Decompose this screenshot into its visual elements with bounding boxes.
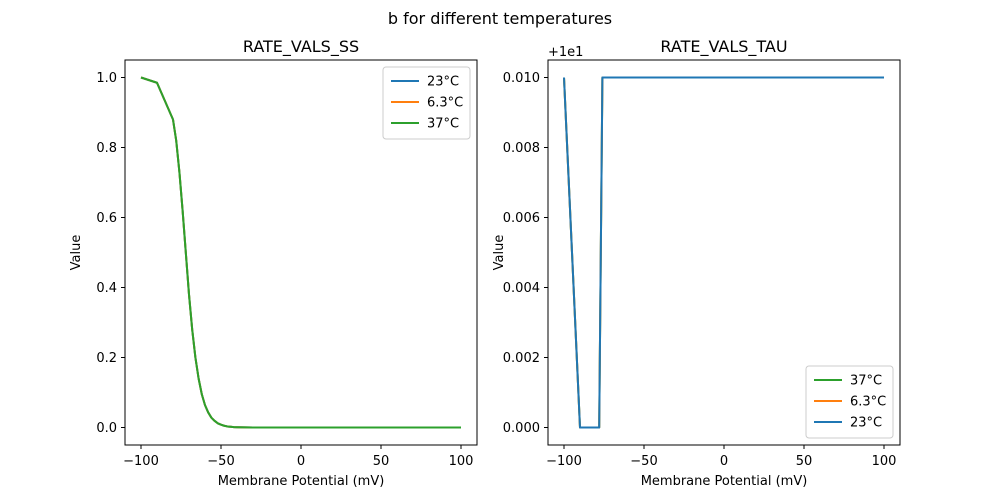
legend-entry-label: 6.3°C xyxy=(427,96,463,111)
y-offset-label: +1e1 xyxy=(548,45,583,60)
y-tick-label: 0.010 xyxy=(503,71,540,86)
x-tick-label: −100 xyxy=(546,454,582,469)
legend: 23°C 6.3°C 37°C xyxy=(382,66,471,140)
x-tick-label: 0 xyxy=(297,454,305,469)
subplot-rate-vals-ss: RATE_VALS_SS −100 −50 0 50 100 0.0 0.2 0.4 0.6 0.8… xyxy=(69,37,478,489)
legend-entry-label: 37°C xyxy=(850,374,882,389)
y-tick-label: 0.008 xyxy=(503,141,540,156)
subplot-title: RATE_VALS_SS xyxy=(243,37,359,57)
series-line-23C xyxy=(563,76,884,429)
series-line-37C xyxy=(140,76,461,429)
subplot-title: RATE_VALS_TAU xyxy=(660,37,787,57)
y-tick-label: 0.002 xyxy=(503,351,540,366)
y-axis-label: Value xyxy=(69,235,84,271)
legend-box xyxy=(382,66,471,140)
legend-entry-label: 23°C xyxy=(850,416,882,431)
x-tick-label: −50 xyxy=(207,454,234,469)
x-tick-label: 100 xyxy=(449,454,474,469)
x-tick-label: 50 xyxy=(796,454,813,469)
y-tick-label: 0.006 xyxy=(503,211,540,226)
y-tick-label: 0.4 xyxy=(96,281,117,296)
legend-entry-label: 37°C xyxy=(427,117,459,132)
x-tick-label: 0 xyxy=(720,454,728,469)
legend-entry-label: 6.3°C xyxy=(850,395,886,410)
y-axis-label: Value xyxy=(492,235,507,271)
y-tick-label: 0.004 xyxy=(503,281,540,296)
legend-box xyxy=(805,365,894,439)
x-tick-label: −50 xyxy=(630,454,657,469)
x-axis-label: Membrane Potential (mV) xyxy=(641,474,808,489)
x-axis-label: Membrane Potential (mV) xyxy=(218,474,385,489)
y-tick-label: 0.0 xyxy=(96,421,117,436)
subplot-rate-vals-tau: RATE_VALS_TAU −100 −50 0 50 100 0.000 0.002 0.00… xyxy=(492,37,901,489)
y-tick-label: 1.0 xyxy=(96,71,117,86)
y-tick-label: 0.000 xyxy=(503,421,540,436)
figure-suptitle: b for different temperatures xyxy=(388,9,612,28)
x-tick-label: 50 xyxy=(373,454,390,469)
legend: 37°C 6.3°C 23°C xyxy=(805,365,894,439)
legend-entry-label: 23°C xyxy=(427,75,459,90)
y-tick-label: 0.2 xyxy=(96,351,117,366)
x-tick-label: 100 xyxy=(872,454,897,469)
x-tick-label: −100 xyxy=(123,454,159,469)
y-tick-label: 0.6 xyxy=(96,211,117,226)
y-tick-label: 0.8 xyxy=(96,141,117,156)
